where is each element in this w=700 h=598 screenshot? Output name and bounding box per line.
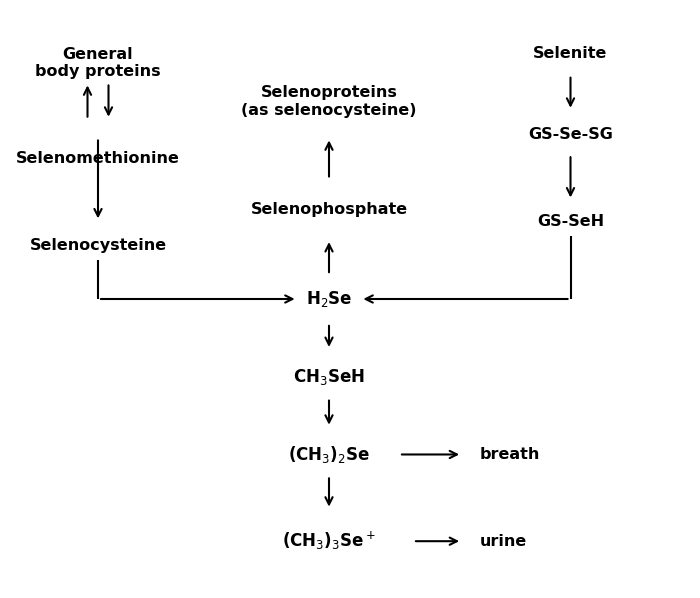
Text: breath: breath (480, 447, 540, 462)
Text: urine: urine (480, 533, 526, 549)
Text: GS-Se-SG: GS-Se-SG (528, 127, 613, 142)
Text: Selenophosphate: Selenophosphate (251, 202, 407, 217)
Text: (CH$_3$)$_3$Se$^+$: (CH$_3$)$_3$Se$^+$ (282, 530, 376, 553)
Text: Selenocysteine: Selenocysteine (29, 237, 167, 253)
Text: GS-SeH: GS-SeH (537, 213, 604, 229)
Text: CH$_3$SeH: CH$_3$SeH (293, 367, 365, 387)
Text: H$_2$Se: H$_2$Se (306, 289, 352, 309)
Text: Selenite: Selenite (533, 46, 608, 62)
Text: (CH$_3$)$_2$Se: (CH$_3$)$_2$Se (288, 444, 370, 465)
Text: Selenomethionine: Selenomethionine (16, 151, 180, 166)
Text: Selenoproteins
(as selenocysteine): Selenoproteins (as selenocysteine) (241, 86, 416, 118)
Text: General
body proteins: General body proteins (35, 47, 161, 79)
